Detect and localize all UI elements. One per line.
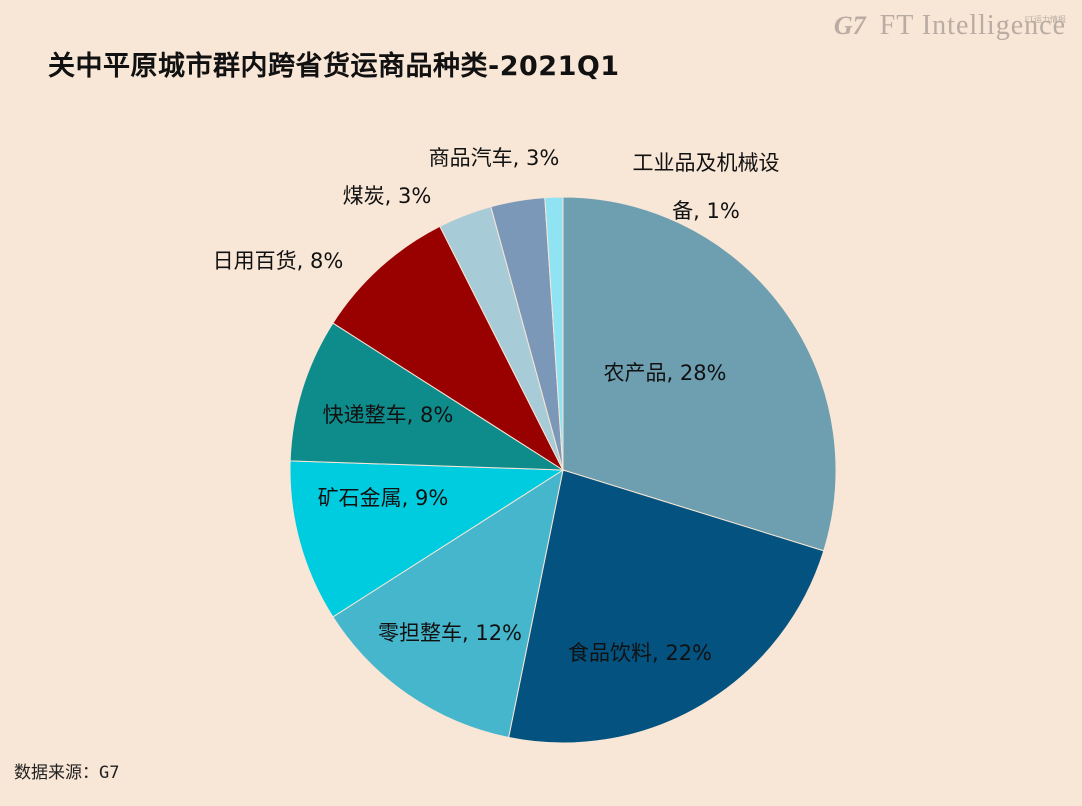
slice-label: 煤炭, 3% <box>343 184 432 208</box>
pie-slice <box>332 225 565 472</box>
slice-label: 商品汽车, 3% <box>429 146 560 170</box>
slice-label: 日用百货, 8% <box>213 249 344 273</box>
ft-intelligence-logo: FT Intelligence <box>879 10 1066 41</box>
pie-slice <box>289 460 565 618</box>
slice-label: 工业品及机械设备, 1% <box>633 151 780 223</box>
slice-label: 食品饮料, 22% <box>568 641 712 665</box>
pie-slice <box>508 469 825 744</box>
ft-small-mark: FT运力情报 <box>1024 15 1066 24</box>
g7-logo: G7 <box>833 11 866 40</box>
slice-label: 农产品, 28% <box>603 361 726 385</box>
slice-label: 零担整车, 12% <box>378 621 522 645</box>
brand-logo: G7 FT Intelligence FT运力情报 <box>834 10 1066 42</box>
pie-slice <box>562 196 837 552</box>
source-note: 数据来源：G7 <box>14 763 120 783</box>
slice-label: 快递整车, 8% <box>323 403 454 427</box>
pie-slice <box>332 468 564 739</box>
pie-slice <box>289 322 565 471</box>
slice-label: 矿石金属, 9% <box>318 486 449 510</box>
chart-title: 关中平原城市群内跨省货运商品种类-2021Q1 <box>48 51 620 82</box>
pie-slice <box>544 196 564 471</box>
